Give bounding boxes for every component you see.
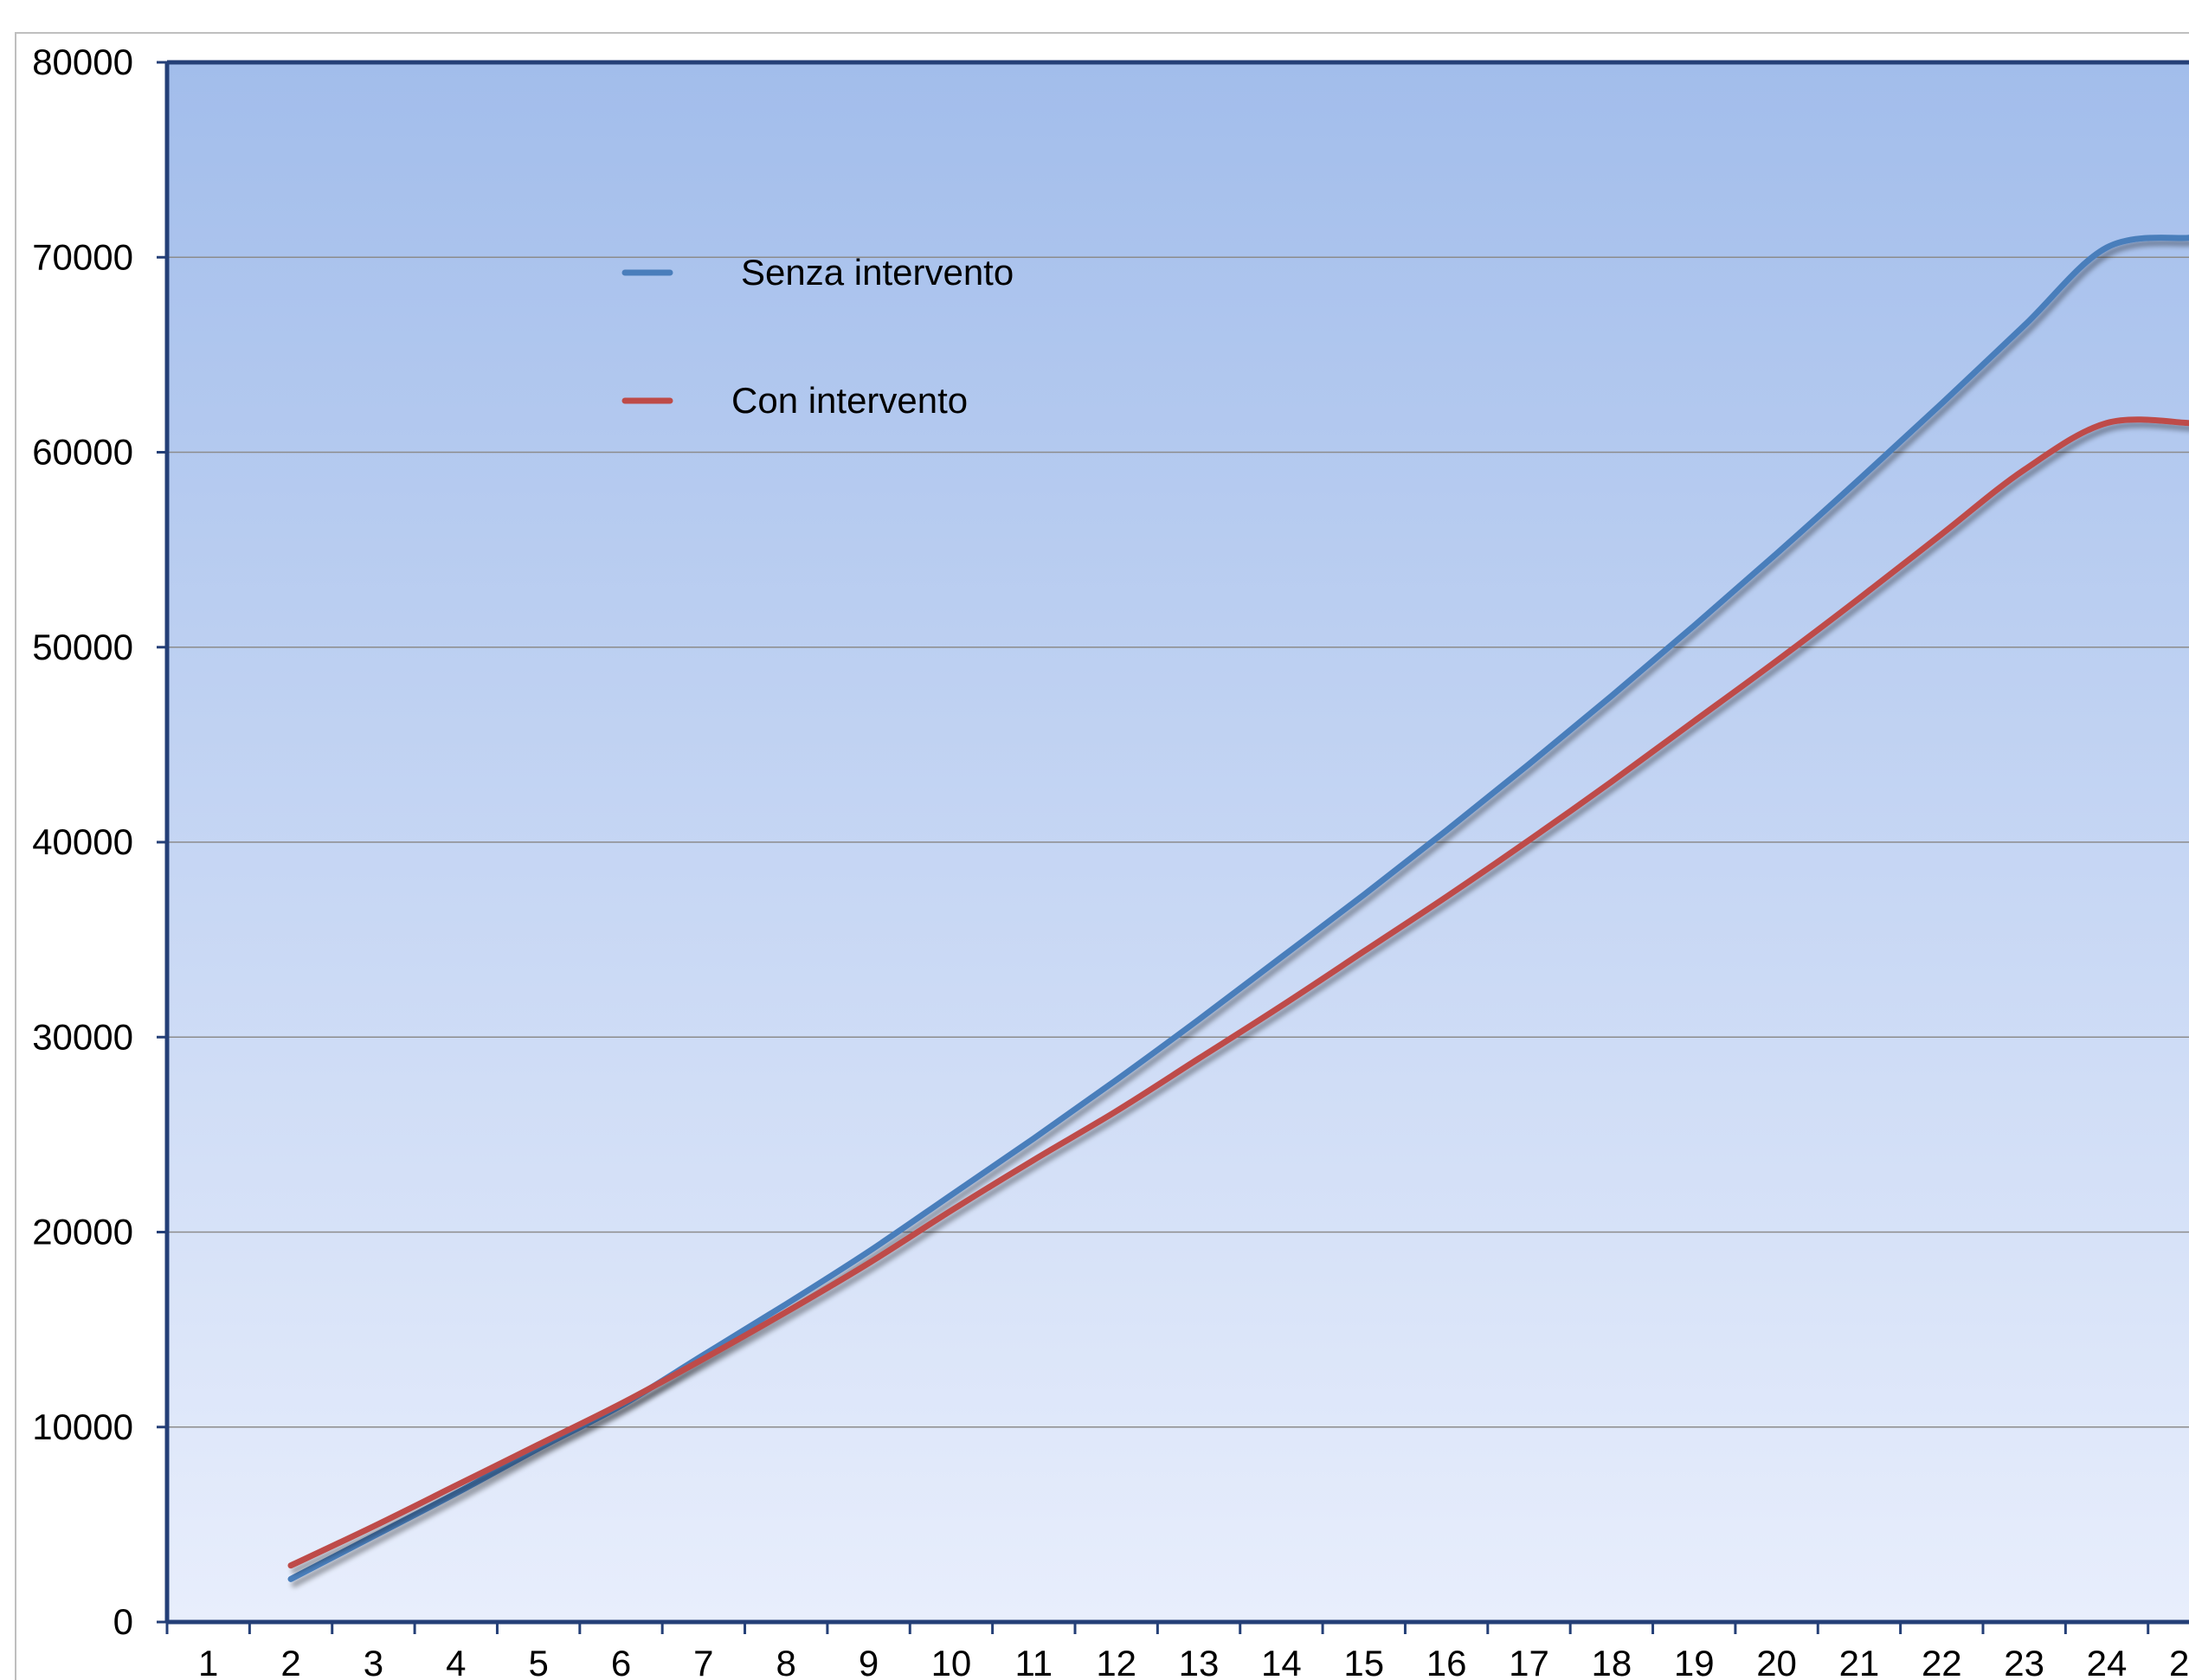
y-tick-label: 60000 bbox=[32, 432, 133, 473]
axes bbox=[157, 60, 2189, 1634]
x-tick-label: 1 bbox=[198, 1643, 218, 1680]
legend-label-con-intervento: Con intervento bbox=[731, 380, 968, 421]
y-tick-label: 80000 bbox=[32, 42, 133, 82]
x-tick-label: 9 bbox=[859, 1643, 879, 1680]
x-tick-label: 14 bbox=[1261, 1643, 1302, 1680]
y-tick-label: 10000 bbox=[32, 1406, 133, 1447]
y-axis-tick-labels: 0 10000 20000 30000 40000 50000 60000 70000 8000… bbox=[32, 42, 133, 1642]
x-tick-label: 21 bbox=[1839, 1643, 1880, 1680]
x-tick-label: 6 bbox=[611, 1643, 631, 1680]
x-tick-label: 7 bbox=[693, 1643, 713, 1680]
series-line-con-intervento bbox=[287, 416, 2189, 1569]
legend-label-senza-intervento: Senza intervento bbox=[741, 252, 1014, 293]
x-tick-label: 3 bbox=[364, 1643, 383, 1680]
y-tick-label: 20000 bbox=[32, 1212, 133, 1252]
y-tick-label: 70000 bbox=[32, 236, 133, 277]
x-tick-label: 19 bbox=[1674, 1643, 1715, 1680]
chart-area-border bbox=[15, 32, 2189, 1680]
x-tick-label: 10 bbox=[931, 1643, 972, 1680]
x-tick-label: 16 bbox=[1426, 1643, 1467, 1680]
y-tick-label: 50000 bbox=[32, 627, 133, 667]
gridlines bbox=[167, 256, 2189, 1428]
x-tick-label: 15 bbox=[1343, 1643, 1384, 1680]
x-tick-label: 12 bbox=[1096, 1643, 1136, 1680]
x-tick-label: 13 bbox=[1179, 1643, 1220, 1680]
x-tick-label: 2 bbox=[280, 1643, 300, 1680]
series-lines bbox=[287, 235, 2189, 1582]
x-tick-label: 20 bbox=[1756, 1643, 1797, 1680]
x-tick-label: 17 bbox=[1509, 1643, 1549, 1680]
x-tick-label: 22 bbox=[1922, 1643, 1962, 1680]
x-tick-label: 4 bbox=[446, 1643, 466, 1680]
y-tick-label: 30000 bbox=[32, 1016, 133, 1057]
legend: Senza intervento Con intervento bbox=[621, 252, 1014, 421]
x-tick-label: 11 bbox=[1015, 1643, 1053, 1680]
y-tick-label: 0 bbox=[113, 1601, 133, 1642]
x-tick-label: 24 bbox=[2087, 1643, 2128, 1680]
y-tick-label: 40000 bbox=[32, 821, 133, 862]
x-tick-label: 25 bbox=[2169, 1643, 2189, 1680]
x-axis-tick-labels: 1 2 3 4 5 6 7 8 9 10 11 12 13 14 15 16 17 18 19 20 21 22 23 24 2… bbox=[198, 1643, 2189, 1680]
x-tick-label: 5 bbox=[528, 1643, 548, 1680]
x-tick-label: 8 bbox=[776, 1643, 796, 1680]
x-tick-label: 23 bbox=[2004, 1643, 2044, 1680]
x-tick-label: 18 bbox=[1591, 1643, 1632, 1680]
